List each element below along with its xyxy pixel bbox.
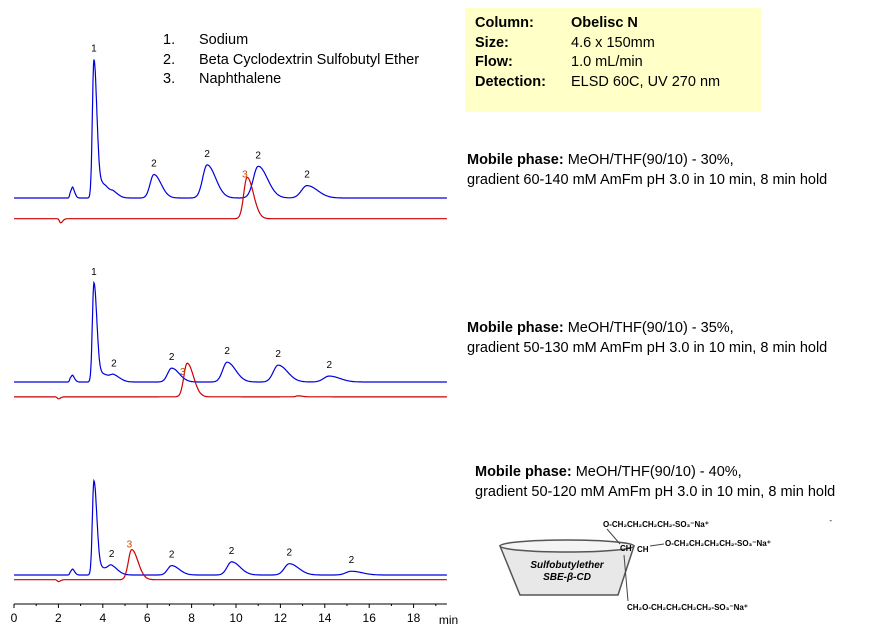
- bond: [623, 554, 629, 602]
- peak-label: 2: [304, 170, 310, 181]
- x-tick-label: 2: [55, 611, 62, 625]
- peak-label: 2: [111, 358, 117, 369]
- peak-label: 2: [326, 360, 332, 371]
- x-axis-title: min: [439, 613, 458, 627]
- ch-group: CH: [620, 544, 632, 553]
- ch-group: CH: [637, 545, 649, 554]
- peak-label: 2: [204, 149, 210, 160]
- series-line: [14, 280, 447, 383]
- mobile-phase-2: Mobile phase: MeOH/THF(90/10) - 35%, gra…: [467, 320, 828, 356]
- peak-label: 3: [127, 540, 133, 551]
- mobile-phase-1: Mobile phase: MeOH/THF(90/10) - 30%, gra…: [467, 152, 828, 188]
- conditions-box: Column: Obelisc N Size: 4.6 x 150mm Flow: 1…: [465, 8, 761, 112]
- sulfobutyl-chain: O-CH₂CH₂CH₂CH₂-SO₃⁻Na⁺: [603, 520, 709, 529]
- bond: [649, 543, 665, 547]
- peak-label: 2: [229, 546, 235, 557]
- condition-row: Size: 4.6 x 150mm: [475, 34, 655, 51]
- peak-label: 2: [224, 346, 230, 357]
- peak-label: 2: [169, 550, 175, 561]
- dash-mark: -: [829, 516, 832, 525]
- legend-item: 3. Naphthalene: [163, 71, 282, 87]
- x-tick-label: 14: [318, 611, 332, 625]
- condition-row: Column: Obelisc N: [475, 15, 638, 31]
- peak-label: 2: [349, 555, 355, 566]
- peak-label: 2: [169, 352, 175, 363]
- peak-label: 3: [180, 367, 186, 378]
- x-tick-label: 10: [229, 611, 243, 625]
- legend-item: 1. Sodium: [163, 32, 249, 48]
- series-line: [14, 176, 447, 224]
- peak-legend: 1. Sodium 2. Beta Cyclodextrin Sulfobutyl …: [163, 31, 419, 90]
- x-tick-label: 18: [407, 611, 421, 625]
- peak-label: 2: [151, 159, 157, 170]
- mobile-phase-3: Mobile phase: MeOH/THF(90/10) - 40%, gra…: [475, 464, 836, 500]
- legend-item: 2. Beta Cyclodextrin Sulfobutyl Ether: [163, 51, 420, 68]
- x-tick-label: 8: [188, 611, 195, 625]
- ring-label: SBE-β-CD: [543, 572, 591, 583]
- bond: [606, 528, 621, 545]
- peak-label: 3: [242, 170, 248, 181]
- peak-label: 1: [91, 267, 97, 278]
- x-tick-label: 6: [144, 611, 151, 625]
- sulfobutyl-chain: O-CH₂CH₂CH₂CH₂-SO₃⁻Na⁺: [665, 539, 771, 548]
- x-tick-label: 16: [363, 611, 377, 625]
- series-line: [14, 548, 447, 583]
- ring-label: Sulfobutylether: [530, 560, 604, 571]
- peak-label: 1: [91, 44, 97, 55]
- series-line: [14, 362, 447, 400]
- condition-row: Flow: 1.0 mL/min: [475, 54, 643, 70]
- sulfobutyl-chain: CH₂O-CH₂CH₂CH₂CH₂-SO₃⁻Na⁺: [627, 603, 748, 612]
- peak-label: 2: [275, 349, 281, 360]
- condition-row: Detection: ELSD 60C, UV 270 nm: [475, 73, 721, 90]
- cone-rim: [499, 539, 635, 553]
- peak-label: 2: [109, 549, 115, 560]
- series-line: [14, 59, 447, 199]
- series-line: [14, 478, 447, 576]
- x-tick-label: 0: [11, 611, 18, 625]
- peak-label: 2: [255, 150, 261, 161]
- x-tick-label: 4: [99, 611, 106, 625]
- sbe-cd-structure: Sulfobutylether SBE-β-CD CH CH O-CH₂CH₂C…: [498, 516, 832, 612]
- x-tick-label: 12: [274, 611, 288, 625]
- peak-label: 2: [286, 548, 292, 559]
